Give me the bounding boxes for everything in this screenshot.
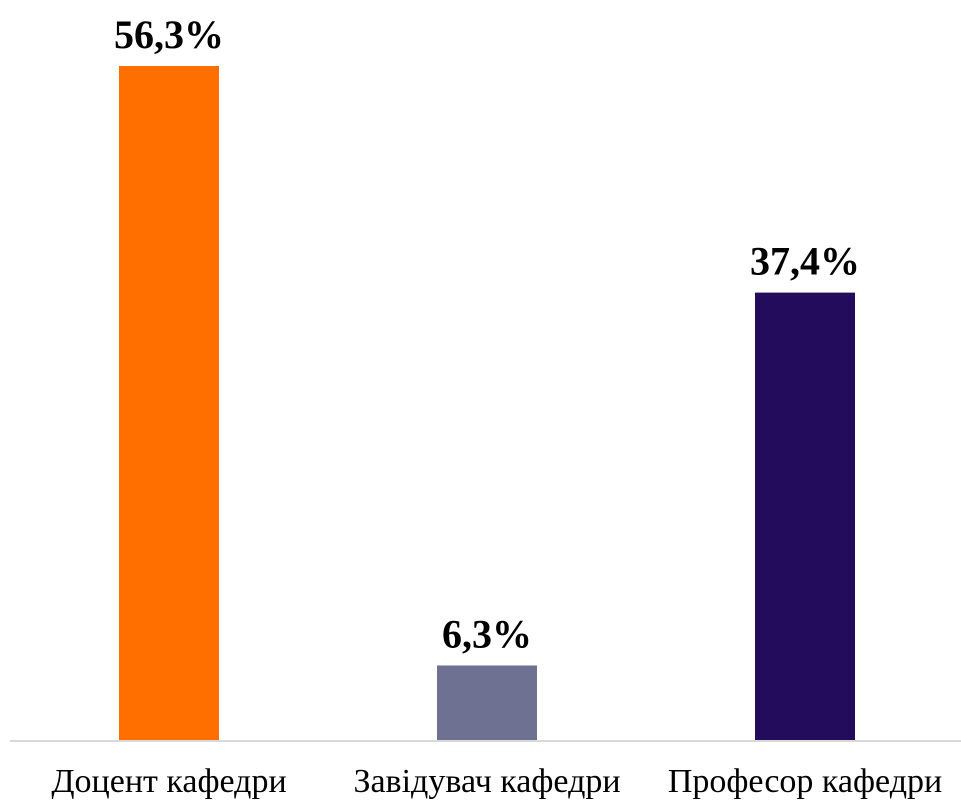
data-label-1: 56,3% [114, 12, 224, 57]
bar-2 [437, 665, 537, 741]
bars-group [119, 66, 855, 741]
value-labels-group: 56,3% 6,3% 37,4% [114, 12, 860, 656]
data-label-2: 6,3% [442, 611, 532, 656]
bar-3 [755, 292, 855, 741]
data-label-3: 37,4% [750, 239, 860, 284]
category-label-1: Доцент кафедри [51, 763, 286, 800]
category-labels-group: Доцент кафедри Завідувач кафедри Професор … [51, 763, 942, 800]
bar-1 [119, 66, 219, 741]
category-label-3: Професор кафедри [668, 763, 942, 800]
category-label-2: Завідувач кафедри [353, 763, 620, 800]
